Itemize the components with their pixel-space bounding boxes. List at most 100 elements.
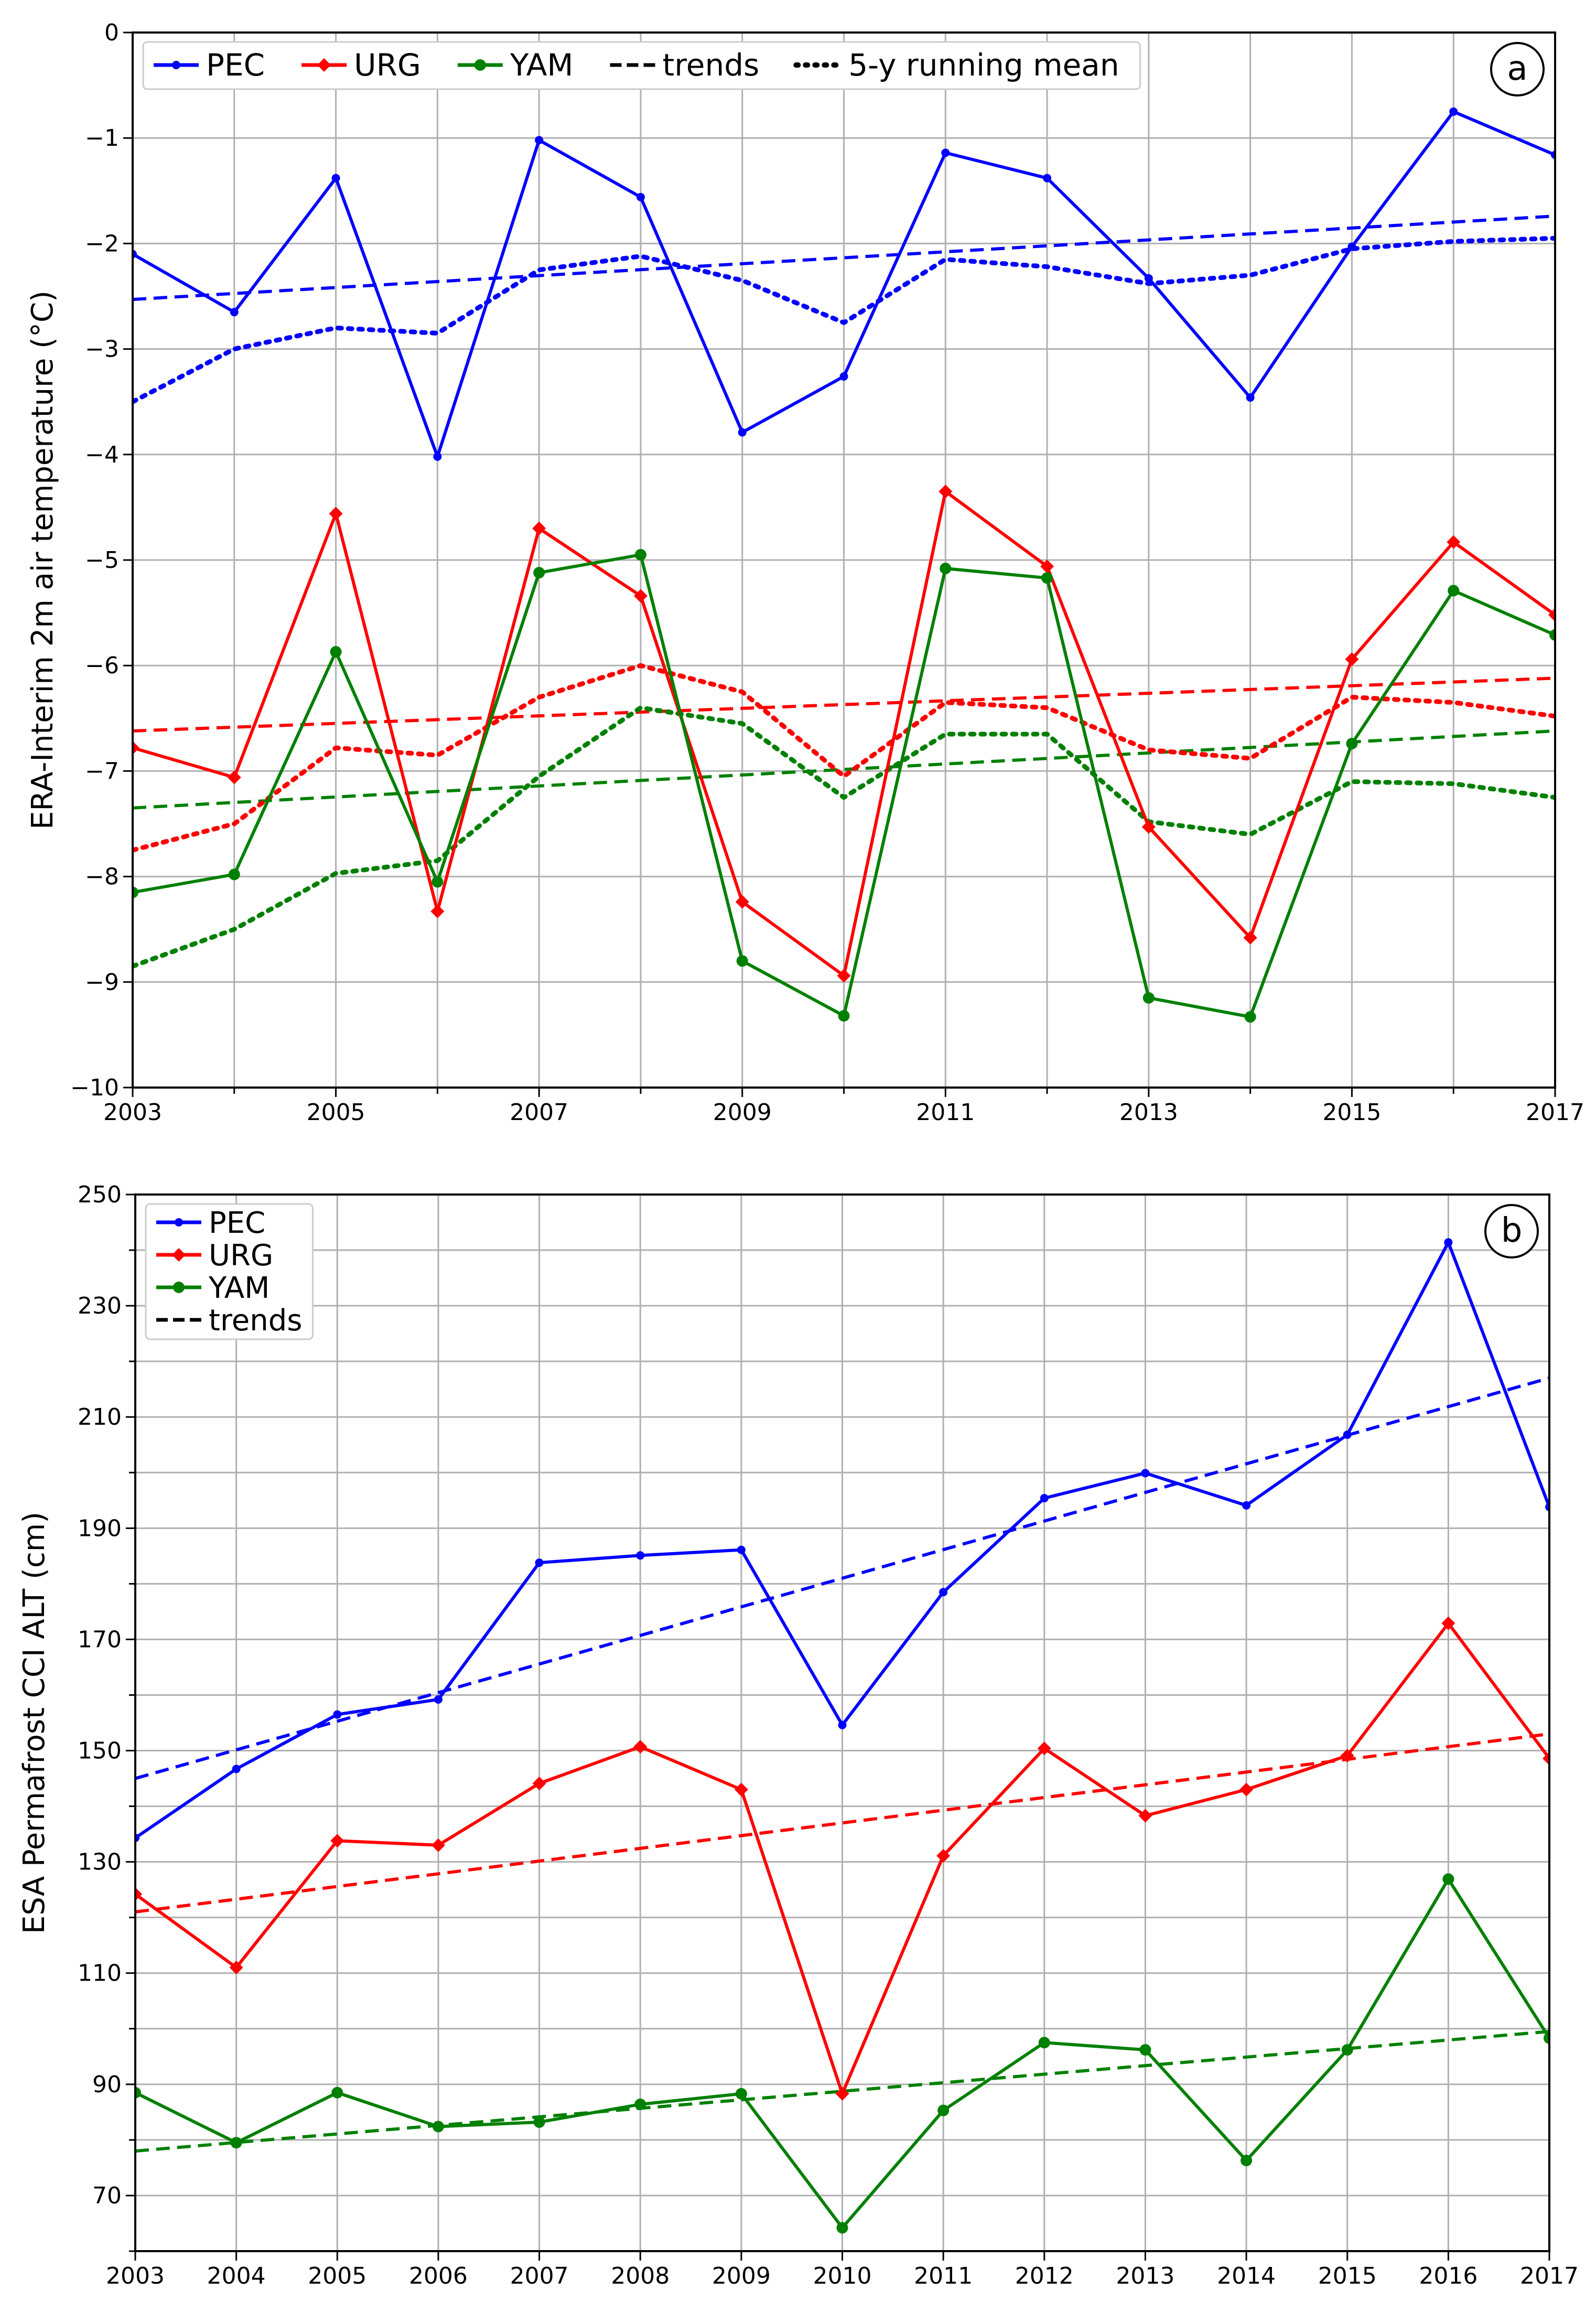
marker [434,1695,443,1704]
marker [835,2086,849,2101]
marker [1239,1782,1254,1797]
marker [838,1010,850,1022]
legend-label: trends [209,1304,302,1338]
y-tick-label: −5 [85,547,119,574]
marker [1246,393,1255,402]
y-tick-label: 230 [78,1293,122,1319]
x-tick-label: 2010 [813,2263,872,2289]
marker [634,2099,646,2111]
marker [736,955,748,967]
legend-marker [172,61,180,69]
marker [535,1558,544,1567]
marker [735,2088,747,2100]
y-tick-label: −3 [85,336,119,363]
marker [432,876,444,888]
legend-marker [474,59,486,71]
running-mean-line [133,705,1555,969]
x-tick-label: 2003 [106,2263,165,2289]
marker [1144,274,1153,283]
marker [937,2104,950,2116]
marker [1138,1809,1152,1823]
x-tick-label: 2008 [611,2263,670,2289]
marker [939,485,953,499]
marker [133,741,139,755]
marker [532,521,546,535]
y-tick-label: 170 [78,1626,122,1653]
marker [1449,107,1458,116]
marker [1244,1011,1256,1023]
legend-marker [173,1282,185,1293]
marker [1340,1749,1354,1763]
y-tick-label: 70 [92,2182,122,2209]
legend-label: URG [209,1239,273,1273]
y-axis-label: ESA Permafrost CCI ALT (cm) [17,1512,51,1934]
plot-frame [132,31,1556,1089]
marker [430,904,445,918]
marker [533,2116,545,2128]
marker [1139,2044,1151,2056]
trend-line [133,214,1555,302]
legend: PEC URG YAM trends 5-y running mean [142,41,1141,90]
x-tick-label: 2013 [1119,1099,1178,1126]
y-tick-label: 190 [78,1515,122,1542]
marker [836,2222,848,2234]
x-tick-label: 2007 [510,1099,568,1126]
legend-label: PEC [206,47,265,83]
y-tick-label: 0 [104,19,119,46]
running-mean-line [133,663,1555,853]
marker [232,1765,241,1773]
marker [432,2121,444,2133]
y-tick-label: −9 [85,969,119,996]
y-tick-label: −7 [85,758,119,784]
marker [227,770,241,784]
marker [1548,608,1555,622]
marker [1442,1873,1454,1885]
x-tick-label: 2011 [916,1099,975,1126]
x-tick-label: 2016 [1419,2263,1478,2289]
legend-label: 5-y running mean [848,47,1119,83]
y-tick-label: 130 [78,1849,122,1876]
marker [431,1838,445,1852]
marker [330,646,342,658]
marker [331,174,340,182]
x-tick-label: 2017 [1526,1099,1584,1126]
x-tick-label: 2007 [510,2263,569,2289]
marker [1549,629,1555,641]
marker [1141,820,1156,834]
trend-line [135,1376,1549,1780]
legend-label: YAM [208,1271,269,1305]
marker [936,1848,951,1863]
x-tick-label: 2009 [713,1099,772,1126]
marker [1544,2032,1549,2044]
marker [331,2086,343,2099]
legend-label: PEC [209,1206,265,1240]
y-tick-label: 150 [78,1738,122,1765]
running-mean-line [133,235,1555,404]
plot-area [135,1238,1549,2234]
marker [1447,535,1461,549]
y-tick-label: 110 [78,1960,122,1987]
marker [941,148,950,157]
marker [1441,1616,1455,1630]
legend-label: URG [354,47,421,83]
legend-box [145,1203,314,1340]
x-tick-label: 2014 [1217,2263,1276,2289]
marker [734,1782,748,1797]
panel: 2003 2004 2005 2006 2007 2008 2009 2010 2011 2012… [17,1181,1579,2289]
marker [735,895,749,909]
marker [1038,2037,1050,2049]
marker [1142,992,1155,1004]
legend-label: YAM [510,47,574,83]
marker [330,1834,344,1848]
marker [633,1740,648,1754]
marker [230,2137,242,2149]
x-tick-label: 2011 [914,2263,973,2289]
panel-label: b [1501,1211,1523,1250]
y-tick-label: −1 [85,125,119,152]
marker [333,1710,342,1719]
marker [1040,560,1054,574]
marker [1346,738,1358,750]
